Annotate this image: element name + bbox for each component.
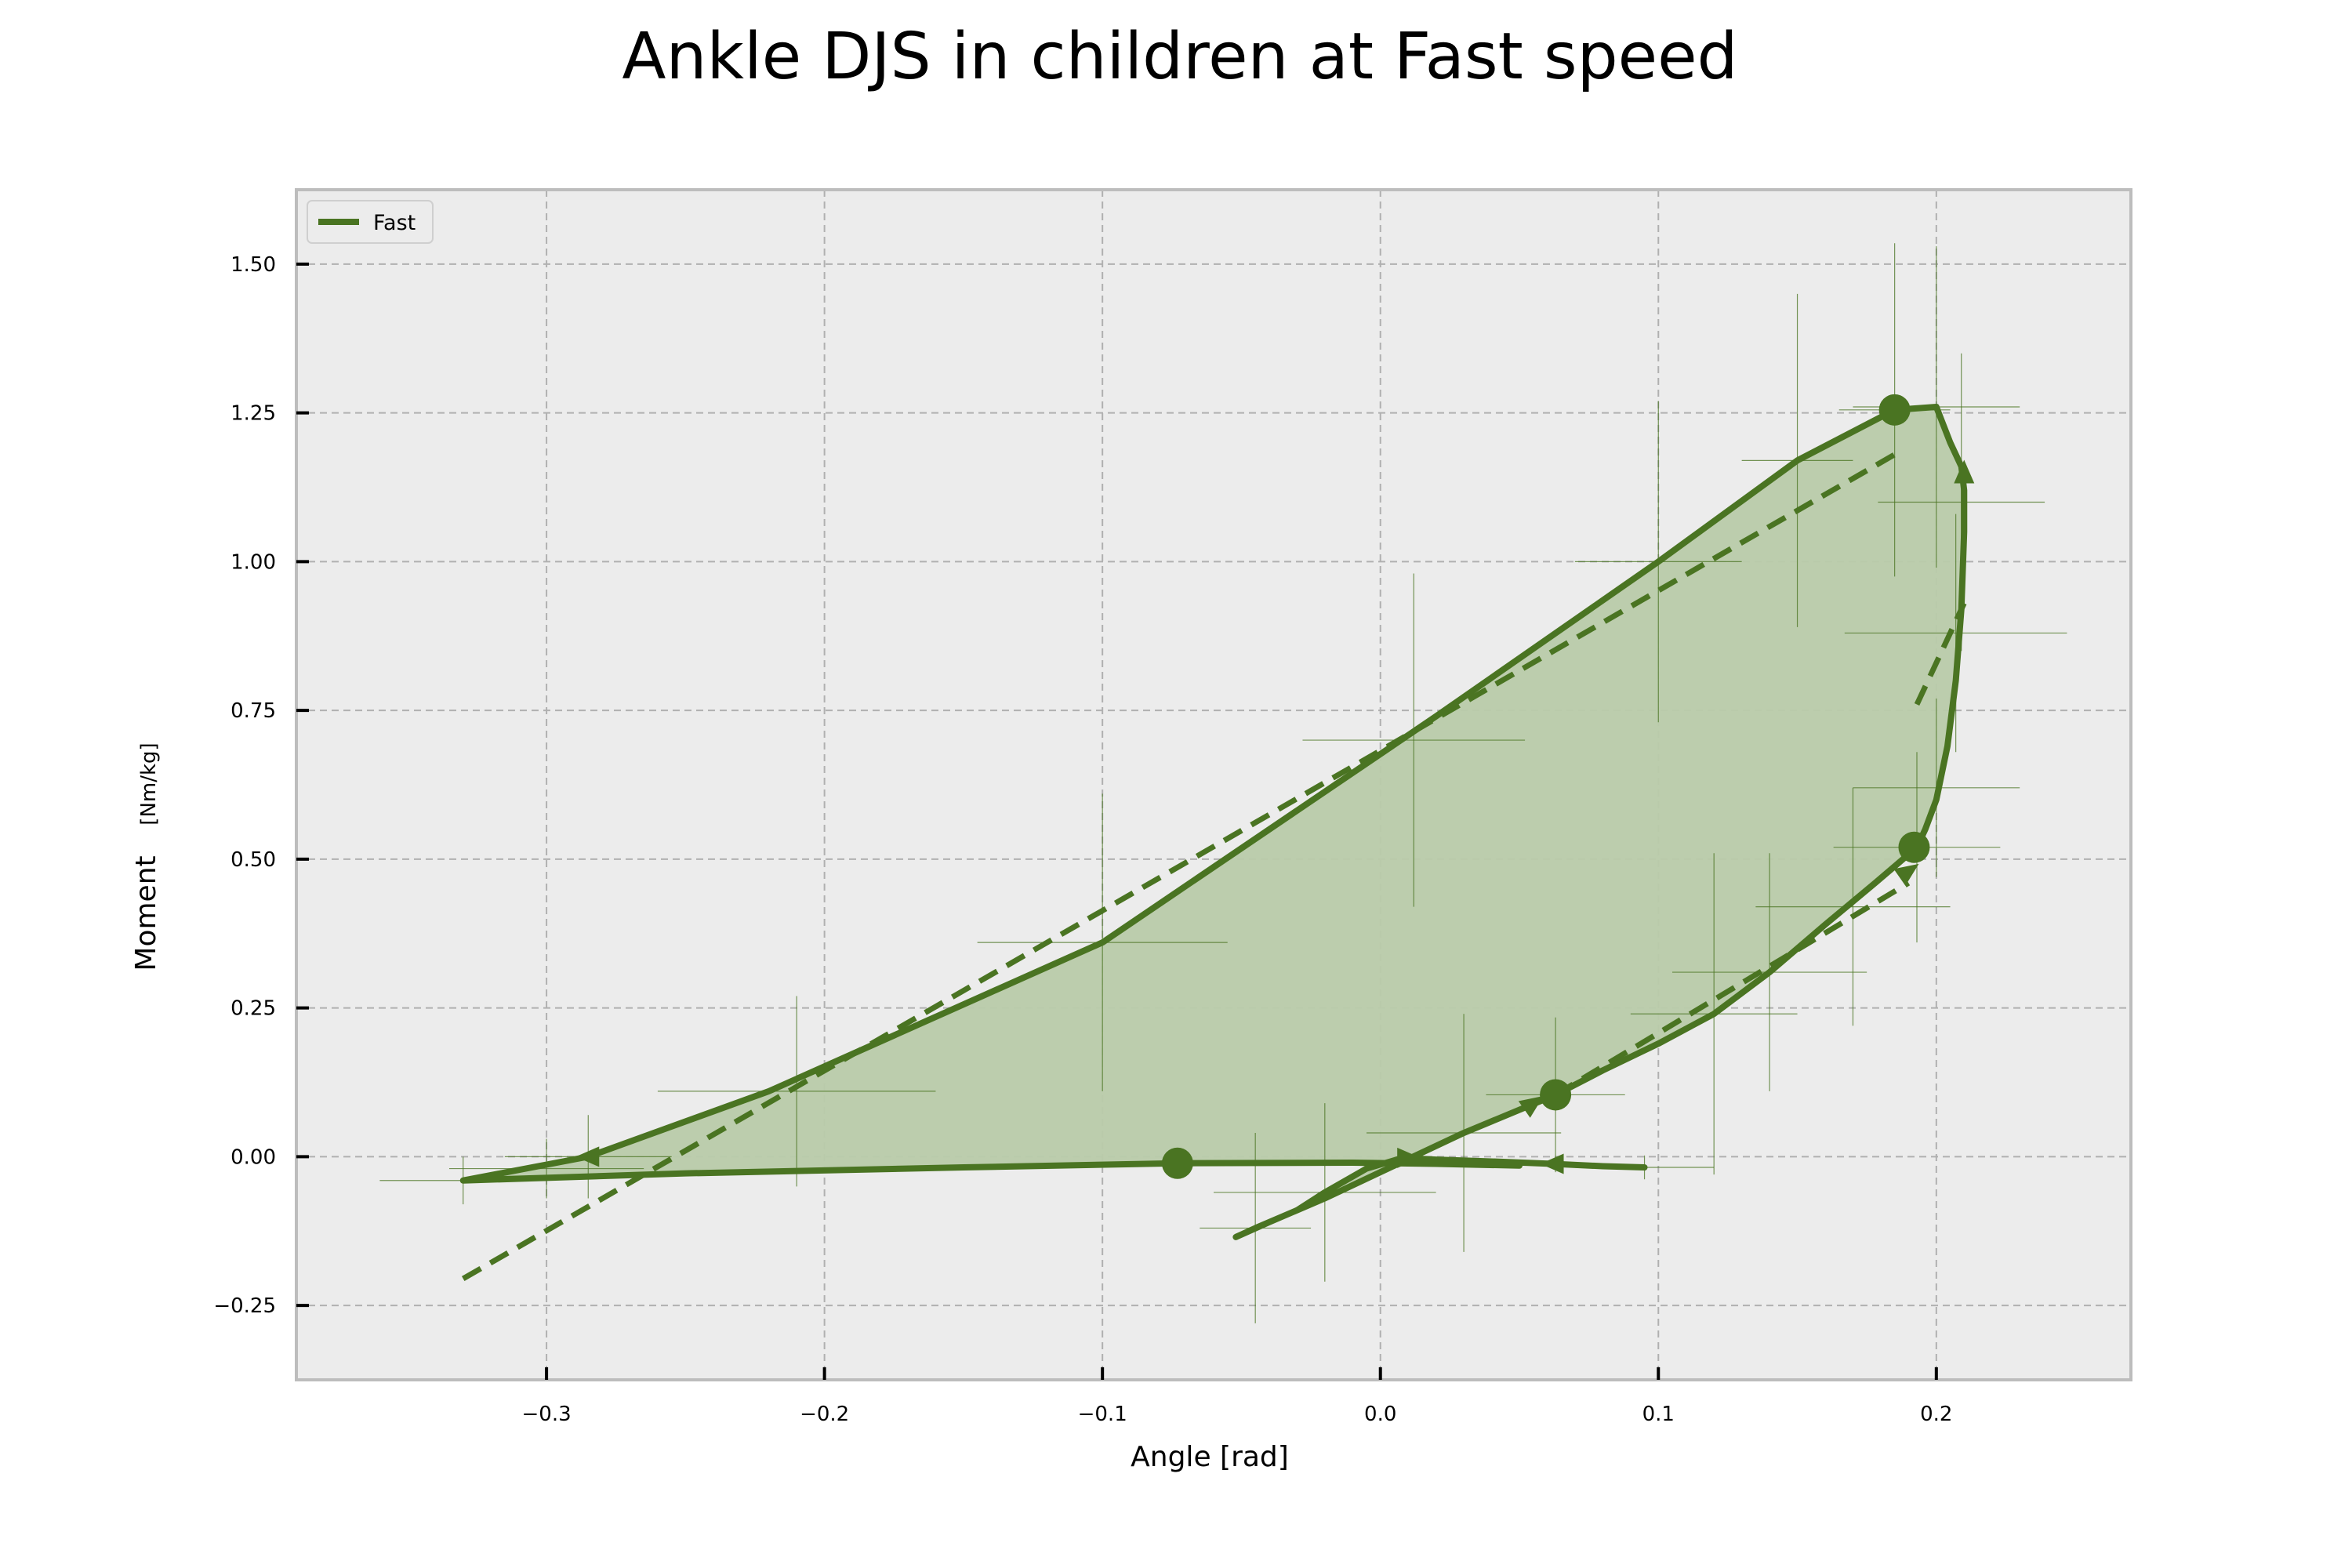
direction-arrow (575, 1146, 600, 1167)
y-tick-label: 1.00 (230, 550, 276, 574)
series-marker (1878, 394, 1911, 426)
series-marker (1898, 831, 1930, 863)
x-tick-label: 0.2 (1920, 1403, 1952, 1426)
x-tick-label: 0.0 (1364, 1403, 1396, 1426)
loop-area (463, 407, 1965, 1237)
y-tick-label: 1.25 (230, 402, 276, 426)
x-tick-label: −0.3 (522, 1403, 572, 1426)
y-tick-label: −0.25 (213, 1294, 276, 1318)
x-tick-label: 0.1 (1642, 1403, 1675, 1426)
direction-arrow (1893, 863, 1919, 886)
plot-area: −0.3 −0.2 −0.1 0.0 0.1 0.2 −0.25 0.00 0.25 0.50 0.… (213, 188, 2132, 1426)
y-axis-label: Moment (130, 855, 162, 971)
y-axis-label-group: Moment [Nm/kg] (130, 742, 162, 971)
legend-box (307, 200, 434, 244)
chart-title: Ankle DJS in children at Fast speed (622, 20, 1737, 94)
direction-arrow (1397, 1147, 1421, 1168)
direction-arrow (1954, 459, 1975, 484)
regression-line (461, 452, 1896, 1282)
y-tick-label: 0.00 (230, 1145, 276, 1169)
legend: Fast (307, 200, 434, 244)
series-marker (1161, 1147, 1193, 1179)
direction-arrow (1540, 1153, 1564, 1174)
y-tick-label: 0.25 (230, 997, 276, 1021)
series-marker (1540, 1079, 1572, 1111)
plot-frame (295, 188, 2132, 1381)
x-axis-label: Angle [rad] (1131, 1441, 1289, 1473)
y-axis-unit: [Nm/kg] (137, 742, 161, 825)
legend-label: Fast (373, 211, 416, 235)
x-tick-label: −0.1 (1078, 1403, 1127, 1426)
regression-line (1554, 880, 1911, 1098)
y-tick-label: 0.75 (230, 699, 276, 723)
y-tick-label: 0.50 (230, 848, 276, 872)
y-tick-label: 1.50 (230, 253, 276, 277)
regression-line (1914, 602, 1967, 706)
direction-arrow (1518, 1095, 1544, 1118)
x-tick-label: −0.2 (800, 1403, 849, 1426)
